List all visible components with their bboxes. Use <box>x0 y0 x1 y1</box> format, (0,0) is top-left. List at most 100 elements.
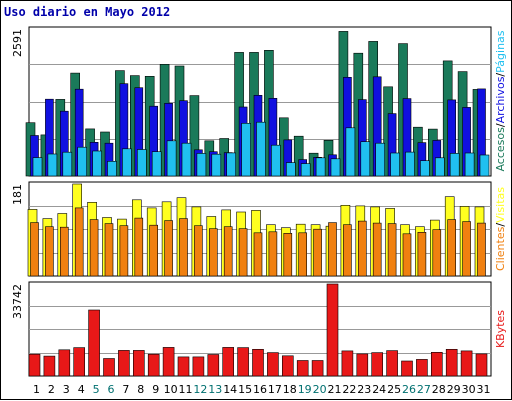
x-tick-label: 9 <box>152 383 159 396</box>
bar-kbytes <box>356 353 369 377</box>
x-tick-label: 26 <box>402 383 416 396</box>
bar-clientes <box>134 217 144 277</box>
legend-label: KBytes <box>494 310 507 348</box>
bar-pginas <box>32 157 43 177</box>
bar-kbytes <box>222 347 234 377</box>
x-tick-label: 19 <box>298 383 312 396</box>
bar-pginas <box>464 152 475 177</box>
x-tick-label: 27 <box>417 383 431 396</box>
bar-kbytes <box>416 359 428 377</box>
x-tick-label: 6 <box>108 383 115 396</box>
bar-kbytes <box>147 353 160 377</box>
bar-clientes <box>149 224 158 277</box>
bar-pginas <box>241 123 251 177</box>
bar-clientes <box>387 223 397 277</box>
series-legend: KBytes <box>494 310 507 348</box>
bar-kbytes <box>460 350 473 377</box>
bar-pginas <box>166 140 177 177</box>
bar-pginas <box>122 148 132 177</box>
x-tick-label: 28 <box>432 383 446 396</box>
x-tick-label: 21 <box>328 383 342 396</box>
bar-pginas <box>479 154 490 177</box>
bar-kbytes <box>401 360 413 377</box>
bar-kbytes <box>386 350 398 377</box>
y-axis-max-label: 181 <box>11 184 24 205</box>
bar-kbytes <box>28 353 41 377</box>
x-tick-label: 18 <box>283 383 297 396</box>
bar-pginas <box>420 160 430 177</box>
bar-clientes <box>164 220 173 277</box>
x-tick-label: 30 <box>462 383 476 396</box>
x-tick-label: 12 <box>193 383 207 396</box>
bar-clientes <box>59 226 69 277</box>
x-tick-label: 14 <box>223 383 237 396</box>
x-tick-label: 23 <box>357 383 371 396</box>
bar-clientes <box>74 207 84 277</box>
bar-clientes <box>104 223 114 277</box>
bar-pginas <box>285 162 296 177</box>
bar-pginas <box>405 151 415 177</box>
bar-pginas <box>256 121 266 177</box>
bar-pginas <box>375 142 386 177</box>
legend-label: Clientes <box>494 226 507 271</box>
bar-clientes <box>372 222 382 277</box>
bar-kbytes <box>162 347 175 377</box>
series-legend: Accesos/Archivos/Páginas <box>494 30 507 171</box>
legend-separator: / <box>494 73 507 77</box>
bar-pginas <box>300 163 311 177</box>
legend-label: Visitas <box>494 187 507 223</box>
x-tick-label: 15 <box>238 383 252 396</box>
bar-kbytes <box>192 356 205 377</box>
bar-kbytes <box>371 352 384 377</box>
x-tick-label: 8 <box>137 383 144 396</box>
bar-clientes <box>119 225 129 277</box>
bar-clientes <box>89 219 99 277</box>
bar-kbytes <box>475 353 488 377</box>
x-tick-label: 16 <box>253 383 267 396</box>
bar-kbytes <box>281 355 294 377</box>
bar-clientes <box>357 220 367 277</box>
bar-pginas <box>449 153 460 177</box>
bar-pginas <box>345 127 356 177</box>
bar-kbytes <box>88 309 100 377</box>
bar-pginas <box>211 153 222 177</box>
bar-clientes <box>45 226 54 277</box>
x-tick-label: 17 <box>268 383 282 396</box>
bar-pginas <box>137 149 147 177</box>
bar-pginas <box>226 152 236 177</box>
bar-kbytes <box>118 350 130 377</box>
bar-kbytes <box>430 351 443 377</box>
y-axis-max-label: 2591 <box>11 29 24 57</box>
bar-pginas <box>390 152 400 177</box>
bar-kbytes <box>73 347 85 377</box>
bar-clientes <box>447 219 457 277</box>
x-tick-label: 13 <box>208 383 222 396</box>
bar-pginas <box>360 141 371 177</box>
bar-kbytes <box>103 358 115 377</box>
bar-clientes <box>179 218 188 277</box>
bar-kbytes <box>326 283 339 377</box>
bar-kbytes <box>267 352 279 377</box>
legend-label: Accesos <box>494 127 507 172</box>
x-tick-label: 25 <box>387 383 401 396</box>
bar-kbytes <box>207 354 220 377</box>
bar-clientes <box>253 232 263 277</box>
bar-clientes <box>343 224 352 277</box>
bar-clientes <box>223 226 233 277</box>
legend-label: Páginas <box>494 30 507 73</box>
x-tick-label: 1 <box>33 383 40 396</box>
bar-clientes <box>30 222 39 277</box>
legend-label: Archivos <box>494 76 507 123</box>
bar-pginas <box>315 157 326 177</box>
chart-title: Uso diario en Mayo 2012 <box>4 5 171 19</box>
bar-clientes <box>432 229 442 277</box>
bar-clientes <box>417 232 427 277</box>
bar-pginas <box>196 153 207 177</box>
bar-pginas <box>151 151 162 177</box>
x-tick-label: 3 <box>63 383 70 396</box>
bar-pginas <box>330 158 341 177</box>
bar-pginas <box>434 157 445 177</box>
x-tick-label: 5 <box>93 383 100 396</box>
bar-clientes <box>209 228 218 277</box>
